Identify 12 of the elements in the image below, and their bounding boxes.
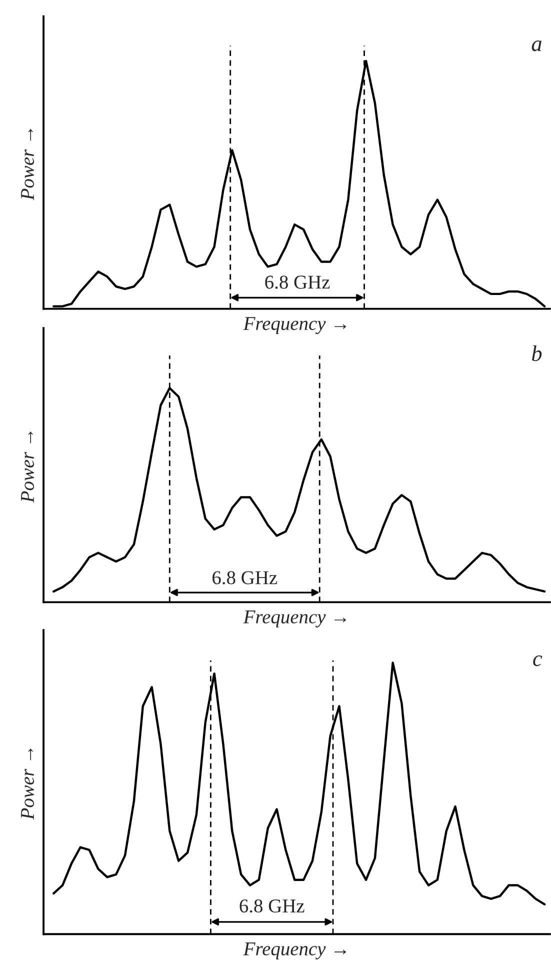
annotation: 6.8 GHz: [240, 899, 304, 913]
annotation: 6.8 GHz: [265, 276, 330, 289]
x-axis-title: Frequency →: [243, 942, 346, 960]
x-axis-title: Frequency →: [243, 610, 346, 628]
y-axis-title: Power →: [21, 129, 34, 200]
y-axis-title: Power →: [21, 432, 34, 503]
chart-title: b: [532, 345, 542, 362]
annotation: 6.8 GHz: [212, 571, 278, 584]
y-axis-title: Power →: [21, 748, 34, 820]
chart-title: a: [532, 40, 542, 52]
chart-title: c: [533, 655, 542, 666]
x-axis-title: Frequency →: [243, 317, 346, 334]
